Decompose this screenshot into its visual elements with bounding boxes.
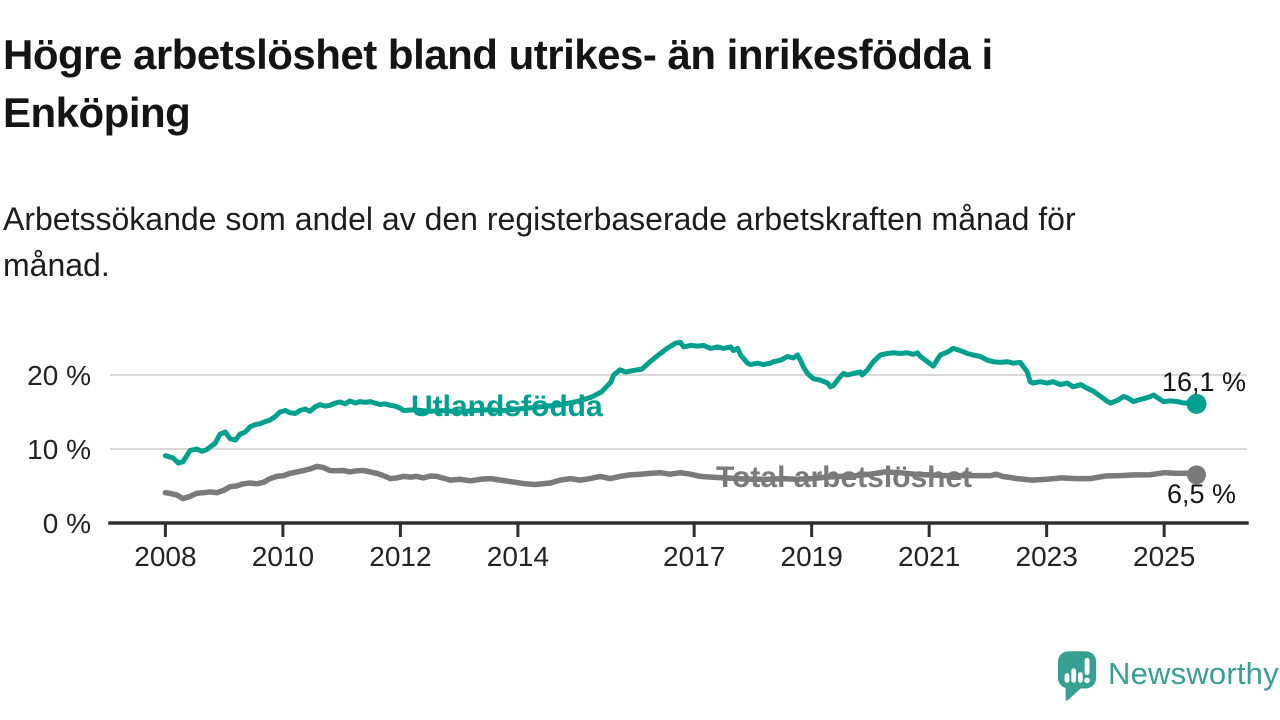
y-tick-label: 20 % (27, 360, 91, 391)
x-tick-label: 2023 (1016, 541, 1078, 572)
series-label-total: Total arbetslöshet (716, 461, 972, 494)
newsworthy-logo: Newsworthy (1057, 650, 1279, 704)
x-tick-label: 2008 (134, 541, 196, 572)
page-subtitle-line1: Arbetssökande som andel av den registerb… (3, 201, 1076, 237)
series-end-dot-utlandsfodda (1186, 393, 1207, 414)
end-value-label-utlandsfodda: 16,1 % (1162, 367, 1246, 397)
x-tick-label: 2017 (663, 541, 725, 572)
x-tick-label: 2025 (1133, 541, 1195, 572)
series-label-utlandsfodda: Utlandsfödda (411, 390, 603, 423)
x-tick-label: 2010 (252, 541, 314, 572)
newsworthy-wordmark: Newsworthy (1108, 656, 1279, 691)
series-line-total (162, 463, 1200, 502)
page-title-line1: Högre arbetslöshet bland utrikes- än inr… (3, 31, 993, 78)
series-line-utlandsfodda (162, 339, 1199, 466)
page-subtitle-line2: månad. (3, 247, 110, 283)
page-subtitle: Arbetssökande som andel av den registerb… (3, 196, 1263, 288)
page-title-line2: Enköping (3, 89, 191, 136)
x-tick-label: 2021 (898, 541, 960, 572)
end-value-label-total: 6,5 % (1167, 479, 1236, 509)
y-tick-label: 10 % (27, 434, 91, 465)
x-tick-label: 2019 (781, 541, 843, 572)
newsworthy-bubble-chart-icon (1057, 651, 1097, 701)
x-tick-label: 2012 (369, 541, 431, 572)
page-title: Högre arbetslöshet bland utrikes- än inr… (3, 26, 1263, 142)
series-end-dot-total (1187, 465, 1206, 485)
y-tick-label: 0 % (43, 508, 91, 539)
x-tick-label: 2014 (487, 541, 549, 572)
